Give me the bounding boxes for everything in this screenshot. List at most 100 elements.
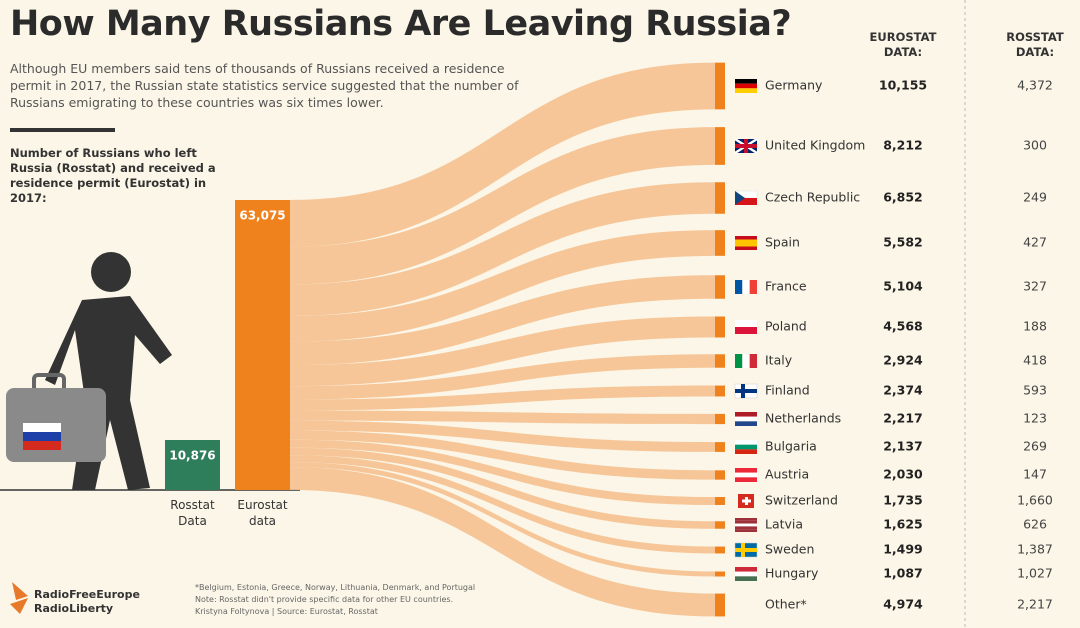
country-label: Latvia: [765, 517, 803, 532]
flag-part: [735, 449, 757, 454]
total-label-line: Rosstat: [170, 498, 215, 512]
country-label: Sweden: [765, 542, 814, 557]
flag: [734, 383, 758, 399]
flag: [735, 412, 757, 426]
eurostat-value: 5,104: [883, 279, 923, 294]
country-label: Other*: [765, 597, 807, 612]
flow: [290, 316, 715, 387]
flag: [735, 320, 757, 334]
eurostat-value: 1,625: [883, 517, 923, 532]
flag-part: [735, 83, 757, 89]
flow: [290, 230, 715, 342]
eurostat-value: 10,155: [879, 78, 927, 93]
rule: [10, 128, 115, 132]
flag-part: [735, 576, 757, 581]
eurostat-value: 2,030: [883, 467, 923, 482]
total-label: Eurostat data: [237, 498, 288, 528]
flow: [290, 62, 715, 247]
eurostat-value: 4,568: [883, 319, 923, 334]
eurostat-value: 2,217: [883, 411, 923, 426]
flag-part: [735, 416, 757, 422]
rosstat-value: 626: [1023, 517, 1047, 532]
target-bar: [715, 316, 725, 338]
flag: [735, 354, 757, 368]
flag: [738, 494, 754, 508]
total-value: 10,876: [169, 448, 215, 462]
flag-part: [735, 412, 757, 417]
rosstat-value: 1,027: [1017, 566, 1053, 581]
eurostat-value: 5,582: [883, 235, 923, 250]
eurostat-value: 2,137: [883, 439, 923, 454]
flag-part: [742, 354, 750, 368]
flow: [290, 354, 715, 400]
flag-part: [735, 520, 757, 524]
flag: [735, 236, 757, 250]
flag-part: [735, 468, 757, 473]
logo: RadioFreeEurope RadioLiberty: [34, 588, 140, 615]
rosstat-value: 269: [1023, 439, 1047, 454]
flag: [735, 567, 757, 581]
flow: [290, 455, 715, 554]
flag-part: [735, 523, 757, 527]
footnote: Note: Rosstat didn't provide specific da…: [195, 595, 454, 604]
rosstat-value: 4,372: [1017, 78, 1053, 93]
flow: [290, 182, 715, 316]
footnotes: *Belgium, Estonia, Greece, Norway, Lithu…: [195, 582, 515, 618]
eurostat-value: 1,499: [883, 542, 923, 557]
flag-part: [735, 421, 757, 426]
country-label: Italy: [765, 353, 793, 368]
flag-part: [735, 239, 757, 243]
flow: [290, 275, 715, 366]
flow: [290, 439, 715, 505]
eurostat-value: 2,374: [883, 383, 923, 398]
total-label-line: data: [249, 514, 276, 528]
column-header: ROSSTAT DATA:: [1006, 30, 1064, 59]
column-header: EUROSTAT DATA:: [869, 30, 937, 59]
flag: [735, 518, 757, 532]
target-bar: [715, 413, 725, 425]
rosstat-value: 2,217: [1017, 597, 1053, 612]
rosstat-value: 418: [1023, 353, 1047, 368]
rosstat-value: 249: [1023, 190, 1047, 205]
total-bar: [165, 439, 220, 490]
flag: [735, 79, 757, 93]
flag-part: [735, 567, 757, 572]
flow: [290, 410, 715, 425]
flag: [735, 280, 757, 294]
country-label: France: [765, 279, 807, 294]
note: Number of Russians who left Russia (Ross…: [10, 146, 216, 205]
flag-part: [735, 440, 757, 445]
rosstat-value: 327: [1023, 279, 1047, 294]
flag-part: [735, 79, 757, 84]
flag-part: [735, 354, 743, 368]
target-bar: [715, 354, 725, 368]
subtitle: Although EU members said tens of thousan…: [10, 61, 519, 110]
flag-part: [735, 472, 757, 478]
country-label: Netherlands: [765, 411, 841, 426]
logo-icon: [10, 582, 28, 614]
title: How Many Russians Are Leaving Russia?: [10, 4, 792, 44]
eurostat-value: 6,852: [883, 190, 923, 205]
target-bar: [715, 62, 725, 110]
flag-part: [735, 280, 743, 294]
flag-part: [735, 444, 757, 450]
rosstat-value: 1,660: [1017, 493, 1053, 508]
country-label: Poland: [765, 319, 807, 334]
target-bar: [715, 230, 725, 256]
flag-part: [735, 191, 745, 205]
flag-part: [735, 243, 757, 247]
flag: [734, 190, 758, 205]
footnote: *Belgium, Estonia, Greece, Norway, Lithu…: [195, 583, 476, 592]
total-value: 63,075: [239, 209, 285, 223]
target-bar: [715, 385, 725, 397]
flow: [290, 447, 715, 529]
target-bar: [715, 470, 725, 480]
flag-part: [735, 88, 757, 93]
country-label: Czech Republic: [765, 190, 860, 205]
country-label: Hungary: [765, 566, 819, 581]
target-bar: [715, 571, 725, 577]
target-bar: [715, 182, 725, 214]
rosstat-value: 300: [1023, 138, 1047, 153]
